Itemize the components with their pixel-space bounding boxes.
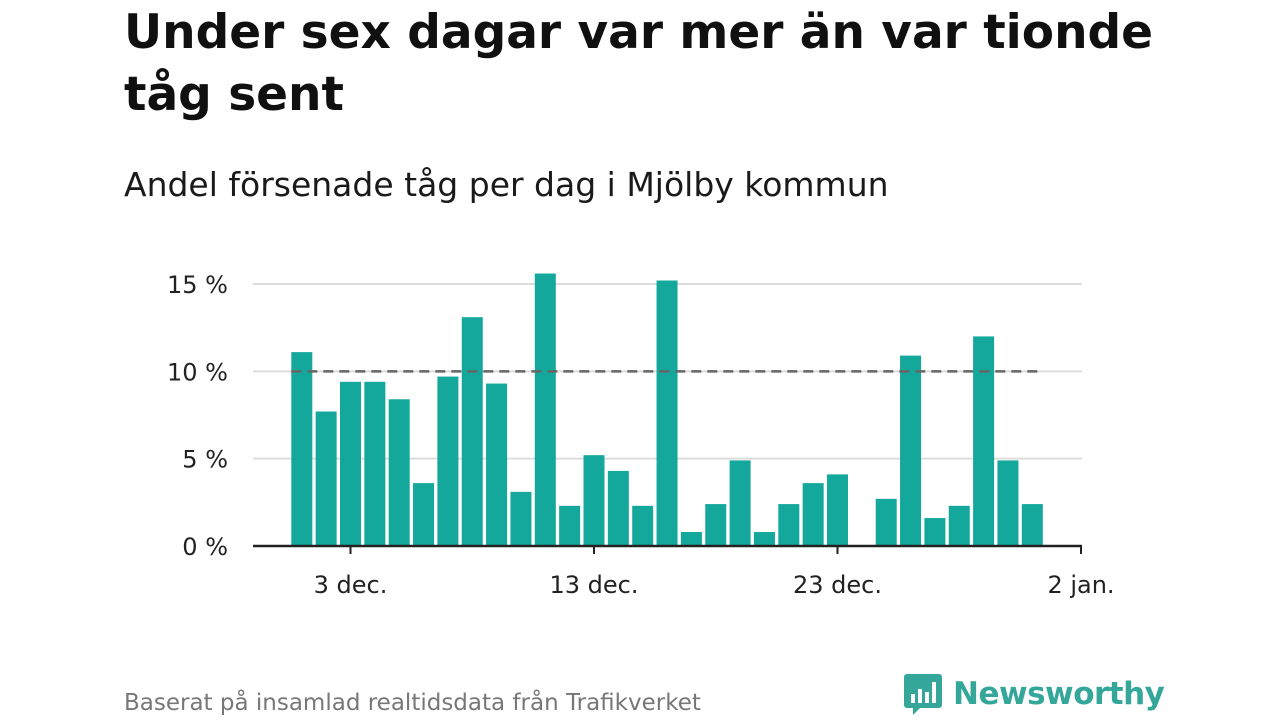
- x-tick-label: 2 jan.: [1047, 571, 1114, 599]
- bar: [583, 455, 605, 546]
- chart-subtitle: Andel försenade tåg per dag i Mjölby kom…: [124, 165, 889, 204]
- bar: [1021, 504, 1043, 546]
- bar: [753, 532, 775, 546]
- brand-logo: Newsworthy: [903, 672, 1165, 716]
- bar: [413, 483, 435, 546]
- x-tick-label: 3 dec.: [314, 571, 388, 599]
- bar: [510, 491, 532, 546]
- bar: [632, 505, 654, 546]
- y-tick-label: 5 %: [182, 446, 228, 474]
- bar: [607, 470, 629, 546]
- bar: [924, 518, 946, 546]
- bar: [680, 532, 702, 546]
- bar-chart-speech-bubble-icon: [904, 674, 942, 715]
- bar: [827, 474, 848, 546]
- bar: [778, 504, 800, 546]
- bar-chart: 0 % 5 % 10 % 15 % 3 dec. 13 dec. 23 dec. 2 jan.: [167, 271, 1115, 599]
- bar: [437, 376, 459, 546]
- bar: [315, 411, 337, 546]
- y-tick-label: 0 %: [182, 533, 228, 561]
- x-tick-label: 23 dec.: [793, 571, 882, 599]
- bar: [534, 273, 556, 546]
- bar: [997, 460, 1019, 546]
- bar: [340, 381, 361, 546]
- x-tick-label: 13 dec.: [550, 571, 639, 599]
- brand-name: Newsworthy: [953, 676, 1165, 712]
- chart-title: Under sex dagar var mer än var tionde tå…: [124, 5, 1154, 122]
- y-tick-label: 10 %: [167, 358, 228, 386]
- bar: [973, 336, 995, 546]
- y-tick-label: 15 %: [167, 271, 228, 299]
- source-note: Baserat på insamlad realtidsdata från Tr…: [124, 690, 701, 716]
- bar: [729, 460, 751, 546]
- bar: [486, 383, 508, 546]
- bar: [705, 504, 727, 546]
- bar: [364, 381, 386, 546]
- bar: [802, 483, 824, 546]
- bar: [388, 399, 410, 546]
- bar: [900, 355, 922, 546]
- bar: [875, 498, 897, 546]
- bar: [461, 317, 483, 546]
- bar: [656, 280, 678, 546]
- bar: [291, 352, 313, 546]
- bar: [559, 505, 581, 546]
- bar: [948, 505, 970, 546]
